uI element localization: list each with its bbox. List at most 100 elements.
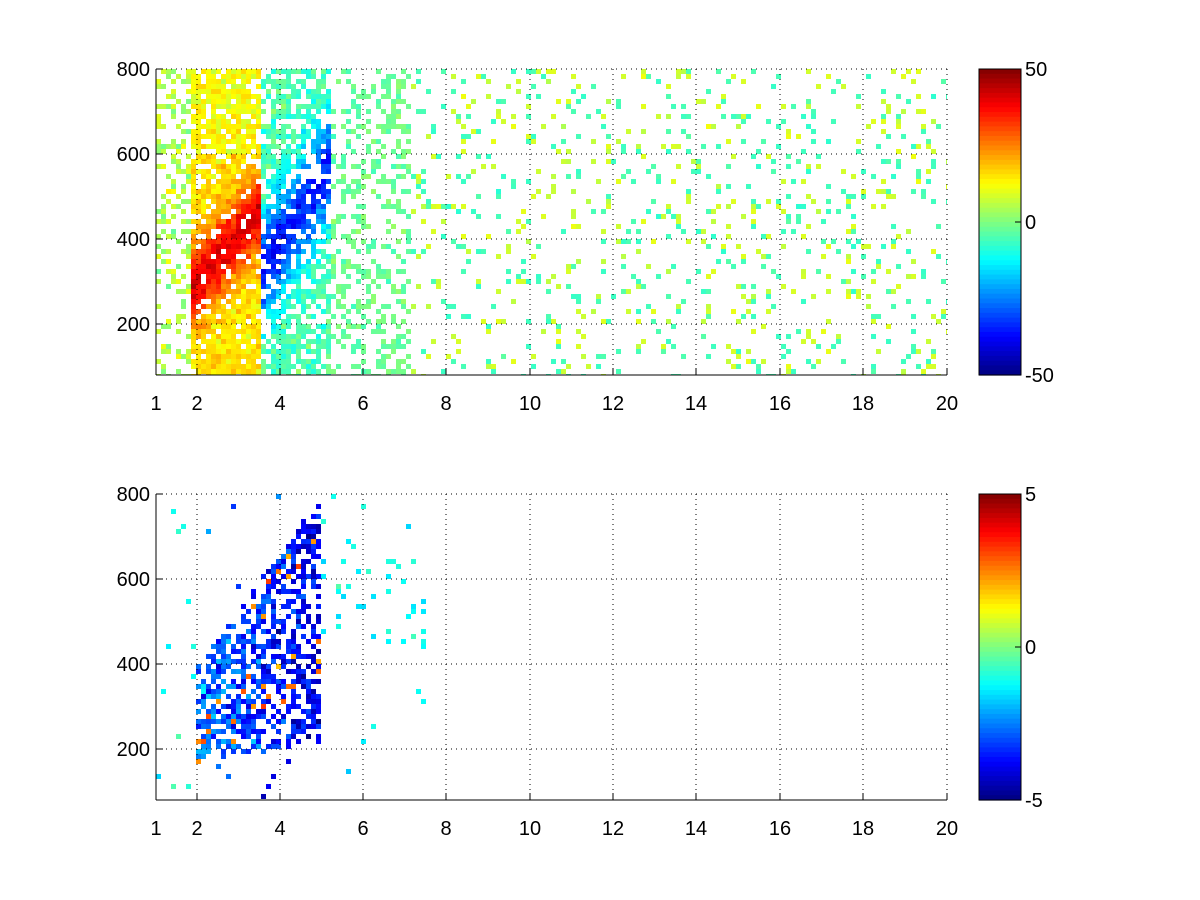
heatmap-cell (461, 149, 466, 154)
heatmap-cell (381, 179, 386, 184)
heatmap-cell (306, 574, 311, 579)
heatmap-cell (896, 234, 901, 239)
colorbar-swatch (979, 608, 1021, 615)
heatmap-cell (266, 214, 271, 219)
heatmap-cell (221, 364, 226, 369)
heatmap-cell (226, 249, 231, 254)
heatmap-cell (466, 134, 471, 139)
heatmap-cell (291, 579, 296, 584)
heatmap-cell (811, 199, 816, 204)
heatmap-cell (266, 254, 271, 259)
heatmap-cell (296, 289, 301, 294)
heatmap-cell (846, 204, 851, 209)
heatmap-cell (251, 304, 256, 309)
heatmap-cell (756, 104, 761, 109)
heatmap-cell (261, 704, 266, 709)
heatmap-cell (186, 169, 191, 174)
colorbar-swatch (979, 265, 1021, 271)
heatmap-cell (321, 69, 326, 74)
heatmap-cell (221, 654, 226, 659)
heatmap-cell (681, 104, 686, 109)
heatmap-cell (726, 224, 731, 229)
heatmap-cell (666, 129, 671, 134)
heatmap-cell (391, 119, 396, 124)
heatmap-cell (291, 314, 296, 319)
heatmap-cell (191, 239, 196, 244)
heatmap-cell (271, 724, 276, 729)
heatmap-cell (861, 169, 866, 174)
heatmap-cell (366, 119, 371, 124)
colorbar-swatch (979, 121, 1021, 127)
heatmap-cell (656, 214, 661, 219)
heatmap-cell (171, 229, 176, 234)
heatmap-cell (456, 209, 461, 214)
heatmap-cell (236, 339, 241, 344)
heatmap-cell (306, 289, 311, 294)
heatmap-cell (321, 294, 326, 299)
heatmap-cell (391, 369, 396, 374)
heatmap-cell (366, 129, 371, 134)
heatmap-cell (636, 239, 641, 244)
colorbar-swatch (979, 135, 1021, 142)
heatmap-cell (226, 334, 231, 339)
heatmap-cell (411, 209, 416, 214)
heatmap-cell (786, 369, 791, 374)
heatmap-cell (216, 334, 221, 339)
heatmap-cell (276, 589, 281, 594)
colorbar-swatch (979, 584, 1021, 591)
heatmap-cell (191, 269, 196, 274)
heatmap-cell (261, 794, 266, 799)
heatmap-cell (216, 699, 221, 704)
heatmap-cell (231, 624, 236, 629)
heatmap-cell (256, 744, 261, 749)
heatmap-cell (316, 669, 321, 674)
heatmap-cell (251, 74, 256, 79)
heatmap-cell (241, 204, 246, 209)
heatmap-cell (926, 169, 931, 174)
heatmap-cell (211, 264, 216, 269)
heatmap-cell (356, 134, 361, 139)
heatmap-cell (216, 129, 221, 134)
heatmap-cell (226, 164, 231, 169)
heatmap-cell (606, 204, 611, 209)
heatmap-cell (296, 619, 301, 624)
heatmap-cell (421, 169, 426, 174)
heatmap-cell (341, 164, 346, 169)
heatmap-cell (761, 359, 766, 364)
heatmap-cell (346, 284, 351, 289)
heatmap-cell (181, 249, 186, 254)
heatmap-cell (281, 329, 286, 334)
heatmap-cell (551, 174, 556, 179)
heatmap-cell (191, 114, 196, 119)
heatmap-cell (301, 134, 306, 139)
heatmap-cell (191, 284, 196, 289)
heatmap-cell (361, 94, 366, 99)
heatmap-cell (326, 364, 331, 369)
heatmap-cell (261, 84, 266, 89)
heatmap-cell (286, 364, 291, 369)
heatmap-cell (276, 224, 281, 229)
heatmap-cell (181, 109, 186, 114)
heatmap-cell (256, 194, 261, 199)
heatmap-cell (246, 714, 251, 719)
heatmap-cell (316, 659, 321, 664)
heatmap-cell (576, 294, 581, 299)
heatmap-cell (296, 104, 301, 109)
heatmap-cell (336, 214, 341, 219)
heatmap-cell (946, 159, 947, 164)
heatmap-cell (826, 184, 831, 189)
heatmap-cell (476, 154, 481, 159)
heatmap-cell (306, 224, 311, 229)
heatmap-cell (306, 294, 311, 299)
heatmap-cell (276, 279, 281, 284)
heatmap-cell (191, 334, 196, 339)
heatmap-cell (216, 99, 221, 104)
heatmap-cell (751, 209, 756, 214)
heatmap-cell (186, 99, 191, 104)
heatmap-cell (516, 79, 521, 84)
heatmap-cell (291, 289, 296, 294)
heatmap-cell (411, 369, 416, 374)
heatmap-cell (251, 249, 256, 254)
heatmap-cell (206, 714, 211, 719)
heatmap-cell (186, 264, 191, 269)
